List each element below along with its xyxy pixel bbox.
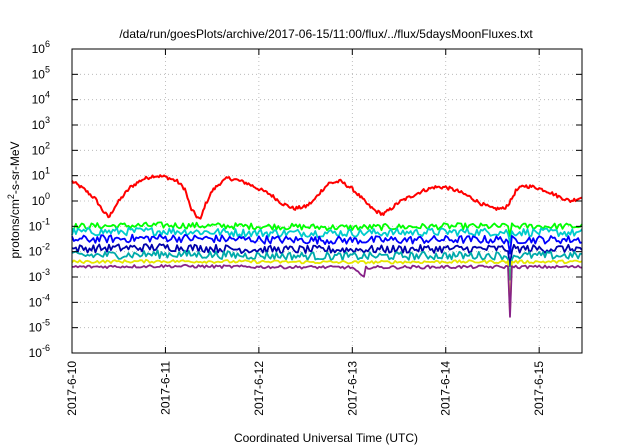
y-tick-label: 10-1 <box>29 216 50 233</box>
y-tick-base: 10 <box>29 321 43 335</box>
y-tick-exponent: -4 <box>42 292 50 302</box>
x-tick-label: 2017-6-14 <box>439 361 453 416</box>
series-line-2 <box>71 221 583 237</box>
series-layer <box>71 174 583 318</box>
y-axis-label-suffix: -s-sr-MeV <box>8 141 22 194</box>
chart-title: /data/run/goesPlots/archive/2017-06-15/1… <box>119 27 533 41</box>
y-axis-label: protons/cm2-s-sr-MeV <box>6 141 22 258</box>
y-tick-base: 10 <box>29 346 43 360</box>
series-line-8 <box>71 263 583 318</box>
x-tick-labels: 2017-6-10 2017-6-11 2017-6-12 2017-6-13 2017… <box>65 361 546 416</box>
y-tick-label: 103 <box>32 115 50 132</box>
y-axis-label-prefix: protons/cm <box>8 199 22 258</box>
series-line-3 <box>71 226 583 244</box>
y-tick-label: 106 <box>32 39 50 56</box>
y-tick-exponent: -2 <box>42 242 50 252</box>
y-tick-exponent: 0 <box>45 191 50 201</box>
y-tick-exponent: -3 <box>42 267 50 277</box>
y-tick-exponent: 4 <box>45 90 50 100</box>
series-line-4 <box>71 233 583 255</box>
y-tick-label: 105 <box>32 64 50 81</box>
y-tick-base: 10 <box>32 169 46 183</box>
y-axis-label-superscript: 2 <box>6 194 16 199</box>
x-axis-label: Coordinated Universal Time (UTC) <box>234 431 418 445</box>
x-tick-label: 2017-6-10 <box>65 361 79 416</box>
series-line-7 <box>71 258 583 314</box>
y-tick-label: 102 <box>32 140 50 157</box>
y-tick-base: 10 <box>29 245 43 259</box>
y-tick-exponent: -6 <box>42 343 50 353</box>
y-tick-label: 10-2 <box>29 242 50 259</box>
axis-ticks <box>71 48 582 354</box>
y-tick-label: 10-4 <box>29 292 50 309</box>
x-tick-label: 2017-6-13 <box>345 361 359 416</box>
y-tick-exponent: 3 <box>45 115 50 125</box>
y-tick-base: 10 <box>32 42 46 56</box>
y-tick-label: 104 <box>32 90 50 107</box>
y-tick-base: 10 <box>32 67 46 81</box>
y-tick-base: 10 <box>32 143 46 157</box>
y-tick-label: 100 <box>32 191 50 208</box>
y-tick-label: 101 <box>32 166 50 183</box>
y-tick-base: 10 <box>32 118 46 132</box>
y-tick-exponent: 6 <box>45 39 50 49</box>
y-tick-base: 10 <box>29 295 43 309</box>
y-tick-label: 10-3 <box>29 267 50 284</box>
y-tick-exponent: 1 <box>45 166 50 176</box>
y-tick-base: 10 <box>29 270 43 284</box>
y-tick-exponent: -5 <box>42 318 50 328</box>
series-line-5 <box>71 243 583 267</box>
y-tick-label: 10-6 <box>29 343 50 360</box>
y-tick-labels: 10-610-510-410-310-210-11001011021031041… <box>29 39 50 360</box>
series-line-6 <box>71 249 583 281</box>
x-tick-label: 2017-6-12 <box>252 361 266 416</box>
y-tick-exponent: 5 <box>45 64 50 74</box>
x-tick-label: 2017-6-11 <box>158 361 172 415</box>
y-tick-label: 10-5 <box>29 318 50 335</box>
y-tick-base: 10 <box>29 219 43 233</box>
y-tick-base: 10 <box>32 93 46 107</box>
y-tick-exponent: -1 <box>42 216 50 226</box>
y-tick-base: 10 <box>32 194 46 208</box>
y-tick-exponent: 2 <box>45 140 50 150</box>
series-line-1 <box>71 174 583 220</box>
x-tick-label: 2017-6-15 <box>532 361 546 416</box>
